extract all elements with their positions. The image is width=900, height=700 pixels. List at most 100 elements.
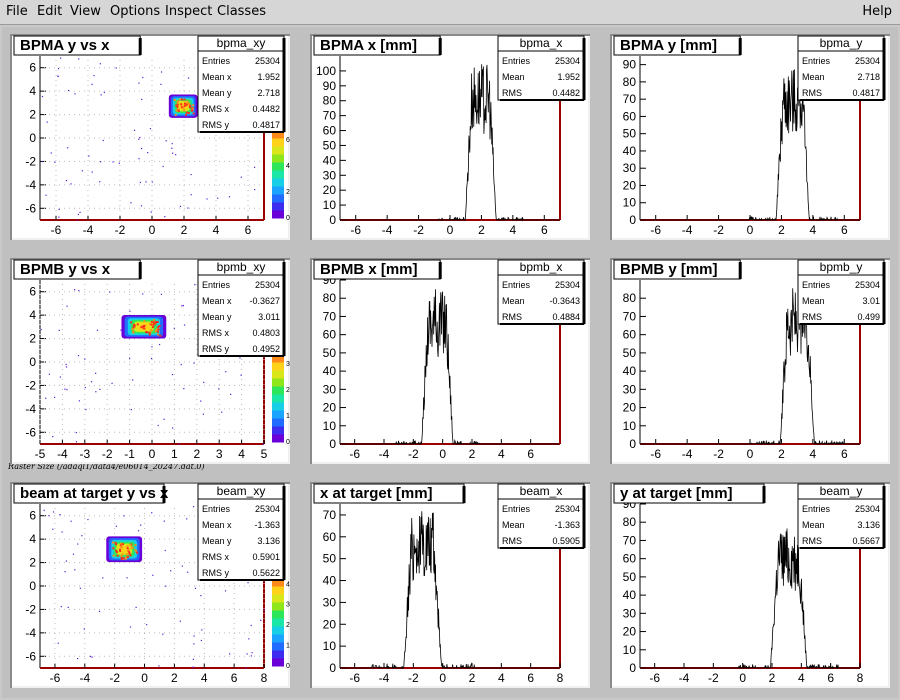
pad-bpma_y[interactable]: -6 -4 -2 0 2 4 6 0 10 20 30 40 50 60 70 80 90 BPMA y [mm]… bbox=[610, 34, 890, 240]
noise-point bbox=[48, 373, 50, 375]
menu-edit[interactable]: Edit bbox=[37, 4, 63, 19]
pad-bpma_x[interactable]: -6 -4 -2 0 2 4 6 0 10 20 30 40 50 60 70 80 90 100 BPMA x [… bbox=[310, 34, 590, 240]
noise-point bbox=[100, 161, 102, 163]
stats-name: bpmb_y bbox=[820, 260, 863, 274]
density-cell bbox=[143, 320, 146, 323]
menu-view[interactable]: View bbox=[70, 4, 101, 19]
stats-value: -1.363 bbox=[254, 520, 280, 530]
noise-point bbox=[171, 373, 174, 376]
title-text: x at target [mm] bbox=[320, 485, 433, 502]
x-tick-label: 0 bbox=[149, 223, 156, 237]
noise-point bbox=[240, 176, 242, 178]
noise-point bbox=[64, 388, 66, 390]
noise-point bbox=[89, 655, 92, 658]
stats-key: Entries bbox=[802, 280, 831, 290]
noise-point bbox=[171, 147, 173, 149]
menu-inspect[interactable]: Inspect bbox=[165, 4, 213, 19]
noise-point bbox=[170, 570, 172, 572]
density-cell bbox=[182, 107, 185, 110]
density-cell bbox=[125, 553, 128, 556]
histogram-line bbox=[340, 511, 560, 670]
noise-point bbox=[164, 549, 166, 552]
pad-beam_x[interactable]: -6 -4 -2 0 2 4 6 8 0 10 20 30 40 50 60 70 x at target [m… bbox=[310, 482, 590, 688]
plot-beam_x: -6 -4 -2 0 2 4 6 8 0 10 20 30 40 50 60 70 x at target [m… bbox=[313, 483, 586, 685]
stats-frame bbox=[197, 35, 285, 133]
y-tick-label: 0 bbox=[329, 661, 336, 675]
noise-point bbox=[130, 202, 132, 204]
menu-file[interactable]: File bbox=[6, 4, 28, 19]
pad-beam_y[interactable]: -6 -4 -2 0 2 4 6 8 0 10 20 30 40 50 60 70 80 90 y at targe… bbox=[610, 482, 890, 688]
menu-classes[interactable]: Classes bbox=[217, 4, 266, 19]
density-cell bbox=[150, 323, 153, 326]
noise-point bbox=[64, 571, 66, 573]
histogram-line bbox=[640, 528, 860, 670]
noise-point bbox=[217, 197, 219, 199]
noise-point bbox=[250, 655, 252, 657]
y-tick-label: 20 bbox=[323, 183, 337, 197]
x-tick-label: -2 bbox=[109, 671, 120, 685]
y-tick-label: 50 bbox=[623, 127, 637, 141]
noise-point bbox=[187, 571, 189, 573]
density-cell bbox=[192, 104, 195, 107]
x-tick-label: -6 bbox=[649, 671, 660, 685]
stats-value: 0.499 bbox=[857, 312, 880, 322]
x-tick-label: 2 bbox=[193, 447, 200, 461]
y-tick-label: 0 bbox=[329, 437, 336, 451]
noise-point bbox=[95, 372, 97, 374]
menu-options[interactable]: Options bbox=[110, 4, 161, 19]
noise-point bbox=[52, 528, 54, 530]
pad-beam_xy[interactable]: -6 -4 -2 0 2 4 6 8 -6 -4 -2 0 2 4 6 0 10 20 30 40 beam at ta… bbox=[10, 482, 290, 688]
y-tick-label: 6 bbox=[29, 61, 36, 75]
y-tick-label: 10 bbox=[323, 198, 337, 212]
menu-help[interactable]: Help bbox=[862, 4, 892, 19]
density-cell bbox=[112, 554, 115, 557]
density-cell bbox=[183, 98, 186, 101]
stats-key: RMS x bbox=[202, 104, 230, 114]
noise-point bbox=[160, 71, 163, 73]
x-tick-label: 4 bbox=[810, 447, 817, 461]
stats-key: Mean y bbox=[202, 312, 232, 322]
stats-frame bbox=[797, 483, 885, 549]
noise-point bbox=[200, 400, 202, 402]
title-box: BPMB y vs x bbox=[13, 259, 142, 280]
noise-point bbox=[179, 620, 181, 622]
y-tick-label: 70 bbox=[323, 508, 337, 522]
stats-name: bpmb_x bbox=[520, 260, 563, 274]
y-tick-label: 50 bbox=[323, 346, 337, 360]
menu-bar: File Edit View Options Inspect Classes H… bbox=[0, 0, 900, 25]
noise-point bbox=[140, 147, 143, 150]
noise-point bbox=[193, 362, 195, 364]
palette-label: 10 bbox=[286, 413, 290, 420]
x-tick-label: -4 bbox=[79, 671, 90, 685]
x-tick-label: 6 bbox=[527, 671, 534, 685]
y-tick-label: 0 bbox=[629, 661, 636, 675]
noise-point bbox=[262, 443, 265, 445]
noise-point bbox=[202, 413, 204, 415]
y-tick-label: 2 bbox=[29, 108, 36, 122]
pad-bpmb_x[interactable]: -6 -4 -2 0 2 4 6 0 10 20 30 40 50 60 70 80 90 BPMB x [mm]… bbox=[310, 258, 590, 464]
density-cell bbox=[176, 105, 179, 108]
y-tick-label: 70 bbox=[623, 533, 637, 547]
stats-key: RMS y bbox=[202, 344, 230, 354]
noise-point bbox=[126, 577, 128, 579]
x-tick-label: -4 bbox=[379, 671, 390, 685]
stats-value: 25304 bbox=[855, 280, 880, 290]
noise-point bbox=[146, 624, 148, 626]
noise-point bbox=[91, 171, 93, 173]
noise-point bbox=[99, 63, 101, 65]
density-cell bbox=[175, 109, 178, 112]
density-cell bbox=[140, 326, 143, 329]
pad-bpmb_y[interactable]: -6 -4 -2 0 2 4 6 0 10 20 30 40 50 60 70 80 BPMB y [mm] bp… bbox=[610, 258, 890, 464]
density-cell bbox=[156, 328, 159, 331]
density-cell bbox=[120, 555, 123, 558]
noise-point bbox=[46, 121, 48, 123]
pad-bpmb_xy[interactable]: -5 -4 -3 -2 -1 0 1 2 3 4 5 -6 -4 -2 0 2 4 6 0 10 20 30 BPMB y … bbox=[10, 258, 290, 464]
noise-point bbox=[68, 89, 70, 92]
palette-swatch bbox=[272, 394, 284, 403]
y-tick-label: 30 bbox=[323, 595, 337, 609]
noise-point bbox=[139, 181, 142, 184]
density-cell bbox=[181, 106, 184, 109]
density-cell bbox=[173, 98, 176, 101]
noise-point bbox=[85, 408, 87, 411]
